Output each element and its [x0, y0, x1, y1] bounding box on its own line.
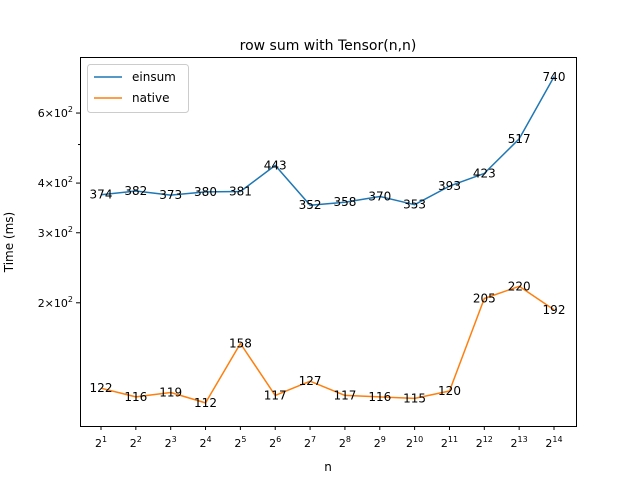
data-label-einsum-13: 517 — [508, 132, 531, 146]
y-tick-label: 6×102 — [38, 105, 73, 120]
data-label-native-5: 158 — [229, 337, 252, 351]
plot-frame — [80, 57, 577, 427]
y-axis-label: Time (ms) — [2, 212, 16, 274]
legend-label-native: native — [132, 91, 169, 105]
data-label-native-6: 117 — [264, 388, 287, 402]
y-tick-label: 2×102 — [38, 295, 73, 310]
data-label-einsum-7: 352 — [299, 198, 322, 212]
x-tick-label: 25 — [234, 435, 246, 450]
data-label-einsum-5: 381 — [229, 185, 252, 199]
series-layer — [100, 76, 555, 404]
y-tick-label: 4×102 — [38, 175, 73, 190]
y-axis-ticks: 2×102 3×102 4×102 6×102 — [38, 105, 80, 310]
data-label-einsum-10: 353 — [403, 198, 426, 212]
data-label-native-1: 122 — [90, 381, 113, 395]
data-label-einsum-12: 423 — [473, 166, 496, 180]
x-axis-label: n — [324, 460, 332, 474]
x-tick-label: 211 — [441, 435, 458, 450]
data-label-einsum-2: 382 — [124, 184, 147, 198]
data-label-einsum-3: 373 — [159, 188, 182, 202]
x-tick-label: 214 — [545, 435, 562, 450]
legend: einsum native — [87, 64, 189, 113]
data-label-einsum-4: 380 — [194, 185, 217, 199]
x-tick-label: 213 — [511, 435, 528, 450]
chart-title: row sum with Tensor(n,n) — [240, 38, 417, 54]
data-label-einsum-1: 374 — [90, 188, 113, 202]
x-tick-label: 212 — [476, 435, 493, 450]
data-label-einsum-6: 443 — [264, 158, 287, 172]
data-label-native-7: 127 — [299, 374, 322, 388]
x-tick-label: 26 — [269, 435, 281, 450]
x-tick-label: 23 — [165, 435, 177, 450]
series-line-einsum — [100, 76, 555, 206]
data-label-native-11: 120 — [438, 384, 461, 398]
data-label-native-13: 220 — [508, 279, 531, 293]
data-label-einsum-9: 370 — [368, 190, 391, 204]
x-tick-label: 210 — [406, 435, 423, 450]
data-label-native-8: 117 — [333, 388, 356, 402]
data-label-native-14: 192 — [543, 303, 566, 317]
legend-label-einsum: einsum — [132, 70, 176, 84]
data-label-layer: 374 382 373 380 381 443 352 358 370 353 393 423 517 7… — [90, 70, 566, 410]
series-line-native — [100, 285, 555, 404]
x-tick-label: 24 — [199, 435, 211, 450]
x-axis-ticks: 21 22 23 24 25 26 27 28 29 210 211 212 213 214 — [95, 426, 563, 450]
x-tick-label: 22 — [130, 435, 142, 450]
data-label-native-9: 116 — [368, 390, 391, 404]
x-tick-label: 21 — [95, 435, 107, 450]
data-label-native-2: 116 — [124, 390, 147, 404]
x-tick-label: 27 — [304, 435, 316, 450]
y-tick-label: 3×102 — [38, 225, 73, 240]
data-label-native-3: 119 — [159, 386, 182, 400]
x-tick-label: 29 — [374, 435, 386, 450]
data-label-native-4: 112 — [194, 396, 217, 410]
data-label-native-12: 205 — [473, 292, 496, 306]
data-label-einsum-14: 740 — [543, 70, 566, 84]
data-label-einsum-8: 358 — [333, 195, 356, 209]
data-label-einsum-11: 393 — [438, 179, 461, 193]
data-label-native-10: 115 — [403, 391, 426, 405]
x-tick-label: 28 — [339, 435, 351, 450]
